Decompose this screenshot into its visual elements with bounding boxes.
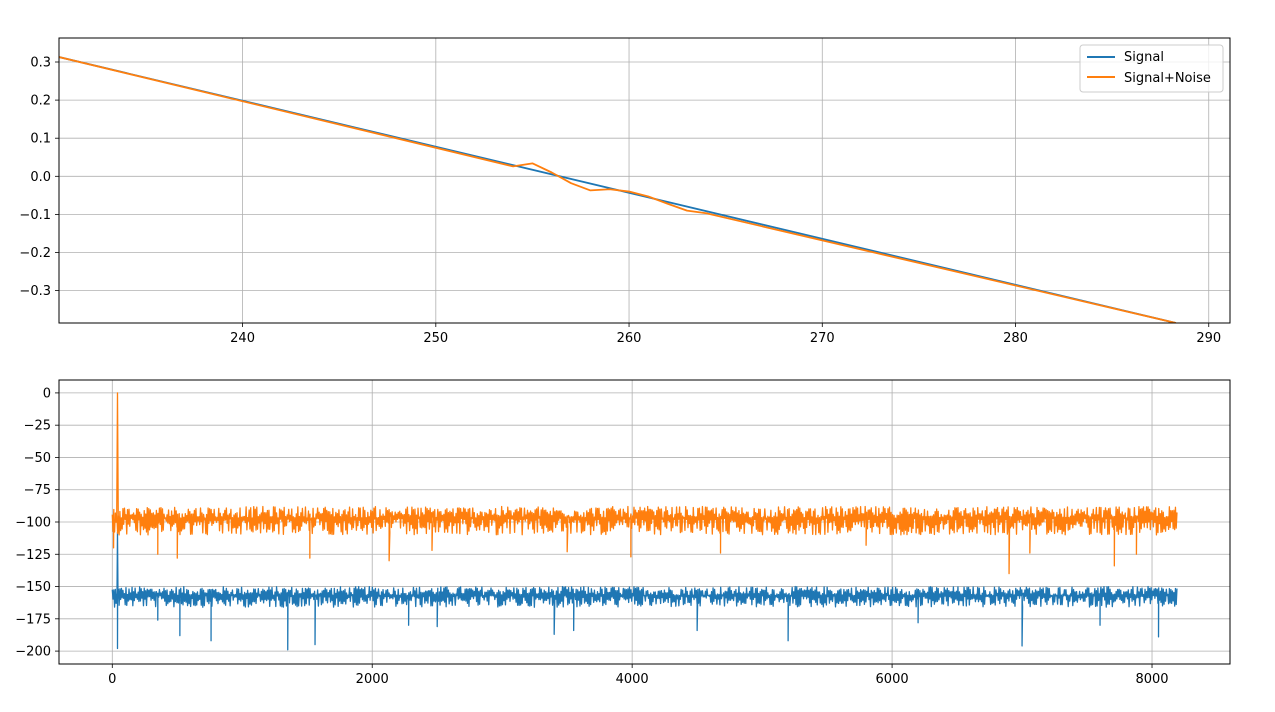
bottom-chart: 0 2000 4000 6000 8000 −200 −175 −150 −125 −100 −7… — [15, 379, 1231, 687]
y-tick-label: 0.2 — [30, 94, 51, 109]
y-tick-label: 0.3 — [30, 56, 51, 71]
series-line-signal-noise — [111, 392, 1178, 575]
y-tick-label: −50 — [24, 451, 51, 466]
y-tick-label: −0.3 — [19, 284, 51, 299]
legend-label-signal: Signal — [1124, 50, 1164, 65]
x-tick-label: 2000 — [356, 672, 389, 687]
top-chart: 240 250 260 270 280 290 −0.3 −0.2 −0.1 0.0 0.1 0.2… — [19, 37, 1231, 346]
y-tick-label: −200 — [15, 645, 51, 660]
x-tick-label: 260 — [617, 331, 642, 346]
y-tick-label: 0.1 — [30, 132, 51, 147]
bottom-chart-y-tick-labels: −200 −175 −150 −125 −100 −75 −50 −25 0 — [15, 386, 59, 660]
x-tick-label: 280 — [1003, 331, 1028, 346]
top-chart-frame — [58, 37, 1231, 324]
y-tick-label: −125 — [15, 548, 51, 563]
x-tick-label: 250 — [423, 331, 448, 346]
top-chart-legend: Signal Signal+Noise — [1079, 44, 1224, 93]
legend-box — [1079, 44, 1224, 93]
x-tick-label: 290 — [1196, 331, 1221, 346]
x-tick-label: 240 — [230, 331, 255, 346]
bottom-chart-series — [111, 392, 1178, 651]
y-tick-label: −0.2 — [19, 246, 51, 261]
series-line-signal-noise — [59, 56, 1177, 323]
y-tick-label: −75 — [24, 483, 51, 498]
x-tick-label: 8000 — [1135, 672, 1168, 687]
y-tick-label: 0.0 — [30, 170, 51, 185]
top-chart-series — [59, 56, 1177, 323]
y-tick-label: 0 — [43, 386, 51, 401]
y-tick-label: −0.1 — [19, 208, 51, 223]
y-tick-label: −25 — [24, 419, 51, 434]
x-tick-label: 0 — [108, 672, 116, 687]
x-tick-label: 6000 — [876, 672, 909, 687]
y-tick-label: −175 — [15, 612, 51, 627]
y-tick-label: −150 — [15, 580, 51, 595]
y-tick-label: −100 — [15, 516, 51, 531]
top-chart-x-tick-labels: 240 250 260 270 280 290 — [230, 323, 1221, 346]
legend-label-signal-noise: Signal+Noise — [1124, 71, 1211, 86]
x-tick-label: 4000 — [616, 672, 649, 687]
bottom-chart-frame — [58, 379, 1231, 665]
top-chart-y-tick-labels: −0.3 −0.2 −0.1 0.0 0.1 0.2 0.3 — [19, 56, 59, 299]
x-tick-label: 270 — [810, 331, 835, 346]
bottom-chart-x-tick-labels: 0 2000 4000 6000 8000 — [108, 664, 1169, 687]
